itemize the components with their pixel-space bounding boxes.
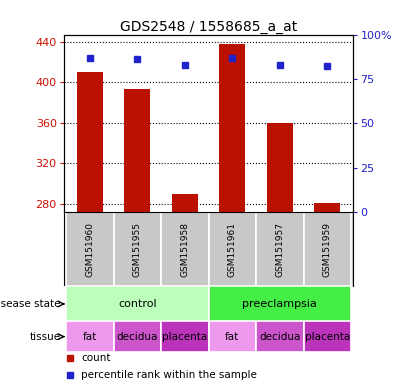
Text: placenta: placenta: [305, 332, 350, 342]
Bar: [304, 321, 351, 352]
Bar: [219, 44, 245, 212]
Bar: [161, 321, 209, 352]
Text: disease state: disease state: [0, 299, 61, 309]
Bar: [66, 212, 113, 286]
Text: fat: fat: [225, 332, 240, 342]
Bar: [161, 212, 209, 286]
Text: decidua: decidua: [117, 332, 158, 342]
Text: placenta: placenta: [162, 332, 208, 342]
Text: percentile rank within the sample: percentile rank within the sample: [81, 371, 257, 381]
Bar: [209, 321, 256, 352]
Text: fat: fat: [83, 332, 97, 342]
Bar: [77, 72, 103, 212]
Text: decidua: decidua: [259, 332, 300, 342]
Bar: [66, 321, 113, 352]
Title: GDS2548 / 1558685_a_at: GDS2548 / 1558685_a_at: [120, 20, 297, 33]
Text: count: count: [81, 353, 111, 363]
Bar: [314, 203, 340, 212]
Bar: [256, 321, 304, 352]
Text: preeclampsia: preeclampsia: [242, 299, 317, 309]
Text: GSM151960: GSM151960: [85, 222, 95, 276]
Text: GSM151957: GSM151957: [275, 222, 284, 276]
Text: GSM151958: GSM151958: [180, 222, 189, 276]
Bar: [304, 212, 351, 286]
Bar: [66, 286, 209, 321]
Text: control: control: [118, 299, 157, 309]
Bar: [113, 212, 161, 286]
Bar: [267, 122, 293, 212]
Text: GSM151959: GSM151959: [323, 222, 332, 276]
Bar: [209, 286, 351, 321]
Bar: [124, 89, 150, 212]
Bar: [256, 212, 304, 286]
Bar: [172, 194, 198, 212]
Text: GSM151961: GSM151961: [228, 222, 237, 276]
Text: GSM151955: GSM151955: [133, 222, 142, 276]
Bar: [209, 212, 256, 286]
Text: tissue: tissue: [30, 332, 61, 342]
Bar: [113, 321, 161, 352]
